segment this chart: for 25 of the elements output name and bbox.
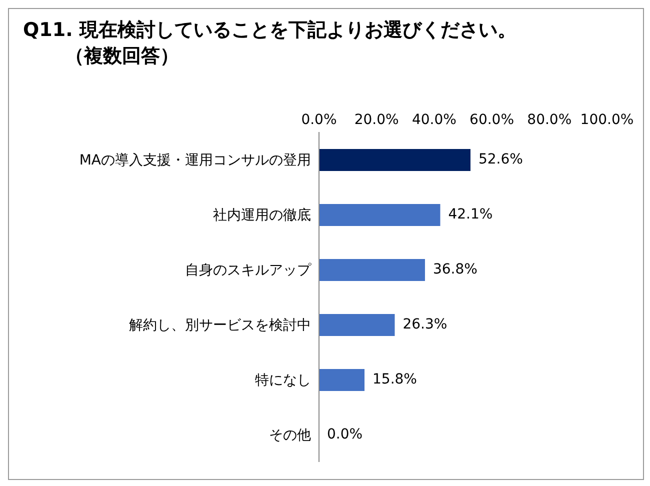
data-label: 26.3% xyxy=(402,316,448,332)
bar xyxy=(319,314,395,336)
text: （複数回答） xyxy=(64,44,180,69)
data-label: 42.1% xyxy=(448,206,493,222)
x-tick-label: 20.0% xyxy=(354,112,399,128)
bar xyxy=(319,204,440,226)
bar xyxy=(319,259,425,281)
chart-title: Q11. 現在検討していることを下記よりお選びください。 xyxy=(23,18,516,43)
data-label: 0.0% xyxy=(327,426,363,442)
y-tick-label: MAの導入支援・運用コンサルの登用 xyxy=(79,152,311,168)
data-label: 15.8% xyxy=(372,372,417,388)
y-tick-label: 特になし xyxy=(255,372,311,388)
x-tick-label: 60.0% xyxy=(470,112,514,128)
y-tick-label: 社内運用の徹底 xyxy=(213,207,311,224)
y-tick-label: その他 xyxy=(269,427,311,444)
x-tick-label: 40.0% xyxy=(412,112,456,128)
data-label: 52.6% xyxy=(478,152,523,168)
x-tick-label: 0.0% xyxy=(301,112,337,128)
y-tick-label: 自身のスキルアップ xyxy=(185,262,312,278)
data-label: 36.8% xyxy=(432,262,478,278)
x-tick-label: 80.0% xyxy=(527,112,572,128)
bar xyxy=(319,149,470,171)
bar xyxy=(319,369,365,391)
y-tick-label: 解約し、別サービスを検討中 xyxy=(129,317,311,334)
x-tick-label: 100.0% xyxy=(580,112,634,128)
